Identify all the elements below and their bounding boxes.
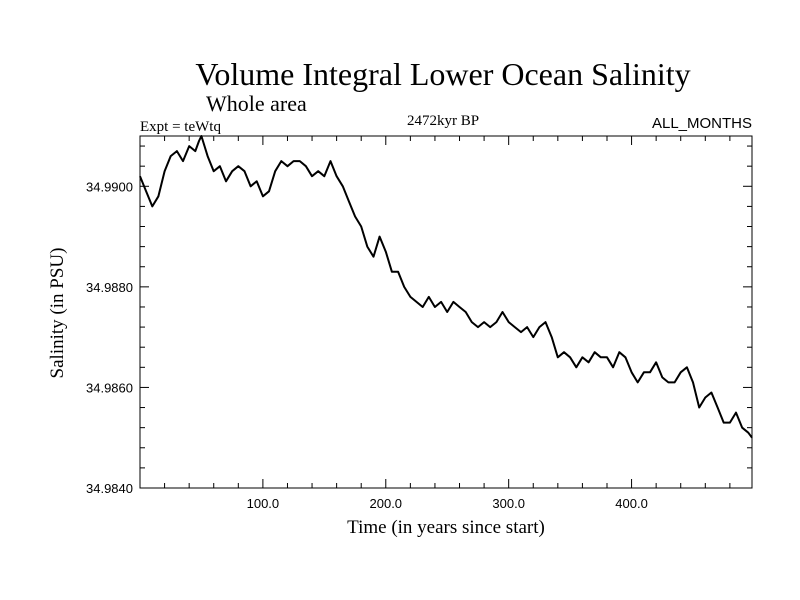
chart-subtitle: Whole area <box>206 91 307 116</box>
salinity-series-line <box>139 135 753 439</box>
y-tick-label: 34.9900 <box>86 179 133 194</box>
x-tick-label: 100.0 <box>247 496 280 511</box>
y-tick-label: 34.9880 <box>86 280 133 295</box>
x-tick-label: 400.0 <box>615 496 648 511</box>
y-tick-label: 34.9840 <box>86 481 133 496</box>
months-label: ALL_MONTHS <box>652 115 752 132</box>
x-axis: 100.0 200.0 300.0 400.0 <box>164 136 731 511</box>
chart-title: Volume Integral Lower Ocean Salinity <box>195 56 690 92</box>
plot-frame <box>139 135 753 489</box>
y-tick-label: 34.9860 <box>86 380 133 395</box>
y-axis-label: Salinity (in PSU) <box>47 248 68 379</box>
x-tick-label: 200.0 <box>370 496 403 511</box>
x-axis-label: Time (in years since start) <box>347 517 545 538</box>
y-axis: 34.9840 34.9860 34.9880 34.9900 <box>86 145 752 496</box>
period-label: 2472kyr BP <box>407 113 479 129</box>
experiment-label: Expt = teWtq <box>140 119 221 135</box>
x-tick-label: 300.0 <box>492 496 525 511</box>
